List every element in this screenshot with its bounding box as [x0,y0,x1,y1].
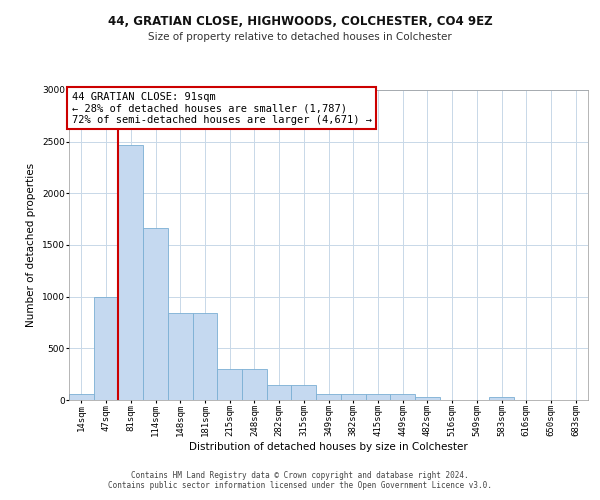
Bar [94,296,118,400]
Bar [489,397,514,400]
Bar [292,385,316,400]
Bar [69,394,94,400]
X-axis label: Distribution of detached houses by size in Colchester: Distribution of detached houses by size … [189,442,468,452]
Bar [267,385,292,400]
Bar [316,394,341,400]
Bar [193,313,217,400]
Text: 44, GRATIAN CLOSE, HIGHWOODS, COLCHESTER, CO4 9EZ: 44, GRATIAN CLOSE, HIGHWOODS, COLCHESTER… [107,15,493,28]
Y-axis label: Number of detached properties: Number of detached properties [26,163,36,327]
Bar [365,394,390,400]
Bar [168,313,193,400]
Bar [118,145,143,400]
Bar [217,369,242,400]
Text: 44 GRATIAN CLOSE: 91sqm
← 28% of detached houses are smaller (1,787)
72% of semi: 44 GRATIAN CLOSE: 91sqm ← 28% of detache… [71,92,371,124]
Bar [242,369,267,400]
Bar [341,394,365,400]
Bar [390,394,415,400]
Text: Size of property relative to detached houses in Colchester: Size of property relative to detached ho… [148,32,452,42]
Bar [415,397,440,400]
Bar [143,228,168,400]
Text: Contains HM Land Registry data © Crown copyright and database right 2024.
Contai: Contains HM Land Registry data © Crown c… [108,470,492,490]
